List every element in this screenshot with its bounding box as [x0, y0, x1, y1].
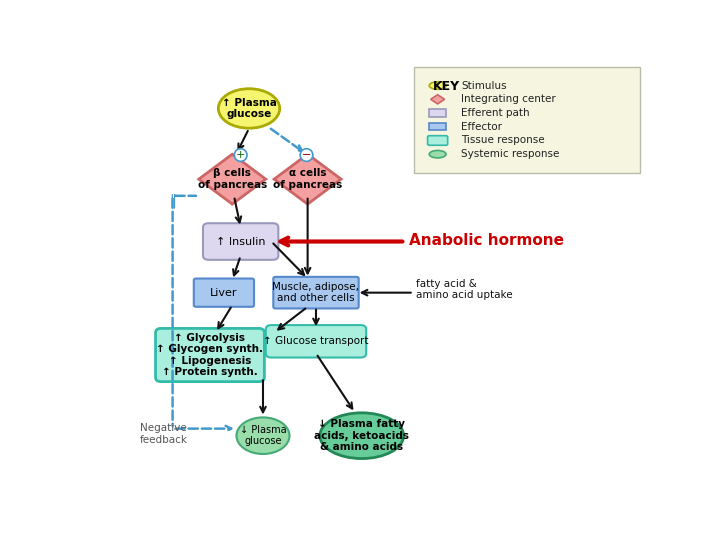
Text: Effector: Effector — [461, 122, 502, 132]
FancyBboxPatch shape — [156, 328, 264, 382]
Text: ↑ Glycolysis
↑ Glycogen synth.
↑ Lipogenesis
↑ Protein synth.: ↑ Glycolysis ↑ Glycogen synth. ↑ Lipogen… — [156, 333, 264, 377]
FancyBboxPatch shape — [429, 123, 446, 130]
Ellipse shape — [429, 82, 446, 89]
Text: ‖: ‖ — [169, 194, 176, 208]
FancyBboxPatch shape — [274, 277, 359, 308]
Text: ↑ Insulin: ↑ Insulin — [216, 237, 266, 247]
Ellipse shape — [218, 89, 279, 128]
FancyBboxPatch shape — [429, 110, 446, 117]
Text: Stimulus: Stimulus — [461, 80, 507, 91]
Ellipse shape — [320, 413, 404, 458]
Text: ↑ Plasma
glucose: ↑ Plasma glucose — [222, 98, 276, 119]
Polygon shape — [274, 154, 341, 204]
Text: +: + — [236, 150, 246, 160]
Text: −: − — [302, 150, 311, 160]
Ellipse shape — [429, 151, 446, 158]
Text: Muscle, adipose,
and other cells: Muscle, adipose, and other cells — [272, 282, 359, 303]
Ellipse shape — [236, 417, 289, 454]
Text: α cells
of pancreas: α cells of pancreas — [273, 168, 342, 190]
FancyBboxPatch shape — [266, 325, 366, 357]
Text: β cells
of pancreas: β cells of pancreas — [198, 168, 267, 190]
Text: Anabolic hormone: Anabolic hormone — [409, 233, 564, 248]
Text: ↓ Plasma fatty
acids, ketoacids
& amino acids: ↓ Plasma fatty acids, ketoacids & amino … — [314, 419, 409, 453]
Text: Integrating center: Integrating center — [461, 94, 556, 104]
Polygon shape — [199, 154, 266, 204]
Text: Systemic response: Systemic response — [461, 149, 559, 159]
Text: Liver: Liver — [210, 288, 238, 298]
Text: fatty acid &
amino acid uptake: fatty acid & amino acid uptake — [416, 279, 513, 300]
Polygon shape — [431, 94, 445, 104]
FancyBboxPatch shape — [203, 223, 279, 260]
Text: Efferent path: Efferent path — [461, 108, 530, 118]
FancyBboxPatch shape — [428, 136, 448, 145]
Text: KEY: KEY — [433, 80, 460, 93]
Text: ↓ Plasma
glucose: ↓ Plasma glucose — [240, 425, 287, 447]
FancyBboxPatch shape — [194, 279, 254, 307]
Text: Negative
feedback: Negative feedback — [140, 423, 188, 445]
Text: Tissue response: Tissue response — [461, 136, 545, 145]
Text: ↑ Glucose transport: ↑ Glucose transport — [264, 336, 369, 346]
FancyBboxPatch shape — [413, 67, 639, 173]
